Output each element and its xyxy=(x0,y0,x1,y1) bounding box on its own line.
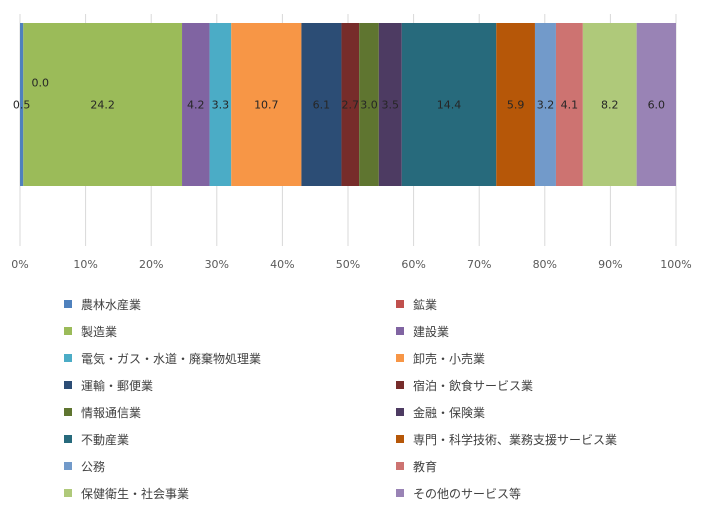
legend-swatch xyxy=(396,489,404,497)
legend-swatch xyxy=(64,327,72,335)
bar-segment xyxy=(209,23,232,186)
legend-label: 情報通信業 xyxy=(81,405,142,420)
legend-item: 金融・保険業 xyxy=(396,404,485,420)
legend-item: 宿泊・飲食サービス業 xyxy=(396,377,533,393)
data-label: 10.7 xyxy=(254,99,279,112)
legend-swatch xyxy=(64,408,72,416)
data-label: 3.2 xyxy=(537,99,555,112)
legend-swatch xyxy=(64,435,72,443)
legend-item: 不動産業 xyxy=(64,431,129,447)
x-tick-label: 80% xyxy=(533,258,557,271)
x-tick-label: 0% xyxy=(11,258,28,271)
bar-segment xyxy=(301,23,342,186)
legend-swatch xyxy=(396,327,404,335)
legend-label: 運輸・郵便業 xyxy=(81,378,154,393)
legend-swatch xyxy=(64,462,72,470)
data-label: 3.5 xyxy=(382,99,400,112)
x-tick-label: 10% xyxy=(73,258,97,271)
legend-swatch xyxy=(396,435,404,443)
legend-label: 公務 xyxy=(81,459,106,474)
legend-swatch xyxy=(396,300,404,308)
legend-label: 宿泊・飲食サービス業 xyxy=(413,378,534,393)
legend-swatch xyxy=(64,300,72,308)
legend-item: 建設業 xyxy=(396,323,449,339)
legend-label: 製造業 xyxy=(81,324,118,339)
data-label: 8.2 xyxy=(601,99,619,112)
bar-segment xyxy=(582,23,637,186)
x-tick-label: 20% xyxy=(139,258,163,271)
legend: 農林水産業 鉱業製造業 建設業電気・ガス・水道・廃棄物処理業 卸売・小売業運輸・郵便業… xyxy=(64,296,684,516)
stacked-bar xyxy=(20,23,676,186)
legend-item: 製造業 xyxy=(64,323,117,339)
legend-label: 建設業 xyxy=(413,324,450,339)
bar-segment xyxy=(636,23,676,186)
bar-segment xyxy=(401,23,497,186)
legend-label: 農林水産業 xyxy=(81,297,142,312)
legend-item: 教育 xyxy=(396,458,437,474)
data-label: 0.0 xyxy=(32,77,50,90)
legend-label: 卸売・小売業 xyxy=(413,351,486,366)
legend-label: 保健衛生・社会事業 xyxy=(81,486,190,501)
legend-label: その他のサービス等 xyxy=(413,486,522,501)
legend-label: 専門・科学技術、業務支援サービス業 xyxy=(413,432,618,447)
bar-segment xyxy=(23,23,183,186)
legend-item: 卸売・小売業 xyxy=(396,350,485,366)
legend-swatch xyxy=(396,462,404,470)
data-label: 14.4 xyxy=(437,99,462,112)
x-tick-label: 60% xyxy=(401,258,425,271)
data-label: 5.9 xyxy=(507,99,525,112)
chart-plot: 0.50.0 24.2 4.2 3.3 10.7 6.1 2.7 3.0 3.5 14.4 5.9 3… xyxy=(11,14,692,271)
data-label: 2.7 xyxy=(342,99,360,112)
legend-label: 金融・保険業 xyxy=(413,405,486,420)
bar-segment xyxy=(534,23,556,186)
legend-item: 電気・ガス・水道・廃棄物処理業 xyxy=(64,350,261,366)
bar-segment xyxy=(555,23,583,186)
bar-segment xyxy=(359,23,379,186)
legend-item: 保健衛生・社会事業 xyxy=(64,485,189,501)
legend-swatch xyxy=(396,381,404,389)
data-label: 3.3 xyxy=(212,99,230,112)
legend-item: 公務 xyxy=(64,458,105,474)
legend-swatch xyxy=(64,489,72,497)
bar-segment xyxy=(496,23,535,186)
legend-item: その他のサービス等 xyxy=(396,485,521,501)
x-tick-label: 40% xyxy=(270,258,294,271)
legend-label: 鉱業 xyxy=(413,297,438,312)
legend-item: 専門・科学技術、業務支援サービス業 xyxy=(396,431,617,447)
legend-swatch xyxy=(64,354,72,362)
legend-label: 不動産業 xyxy=(81,432,130,447)
bar-segment xyxy=(20,23,24,186)
legend-item: 農林水産業 xyxy=(64,296,141,312)
x-tick-label: 30% xyxy=(205,258,229,271)
legend-label: 電気・ガス・水道・廃棄物処理業 xyxy=(81,351,262,366)
legend-item: 情報通信業 xyxy=(64,404,141,420)
bar-segment xyxy=(182,23,210,186)
data-label: 4.1 xyxy=(561,99,579,112)
data-label: 3.0 xyxy=(360,99,378,112)
data-label: 4.2 xyxy=(187,99,205,112)
legend-swatch xyxy=(396,408,404,416)
data-label: 6.1 xyxy=(313,99,331,112)
x-tick-label: 50% xyxy=(336,258,360,271)
x-tick-label: 70% xyxy=(467,258,491,271)
legend-swatch xyxy=(396,354,404,362)
legend-item: 鉱業 xyxy=(396,296,437,312)
x-tick-label: 90% xyxy=(598,258,622,271)
bar-segment xyxy=(378,23,402,186)
bar-segment xyxy=(231,23,302,186)
data-label: 0.5 xyxy=(13,99,31,112)
legend-swatch xyxy=(64,381,72,389)
legend-label: 教育 xyxy=(413,459,438,474)
legend-item: 運輸・郵便業 xyxy=(64,377,153,393)
data-label: 6.0 xyxy=(648,99,666,112)
bar-segment xyxy=(341,23,360,186)
data-labels: 0.50.0 24.2 4.2 3.3 10.7 6.1 2.7 3.0 3.5 14.4 5.9 3… xyxy=(13,77,665,112)
x-tick-label: 100% xyxy=(660,258,691,271)
data-label: 24.2 xyxy=(90,99,115,112)
x-axis-ticks: 0% 10% 20% 30% 40% 50% 60% 70% 80% 90% 100% xyxy=(11,258,691,271)
